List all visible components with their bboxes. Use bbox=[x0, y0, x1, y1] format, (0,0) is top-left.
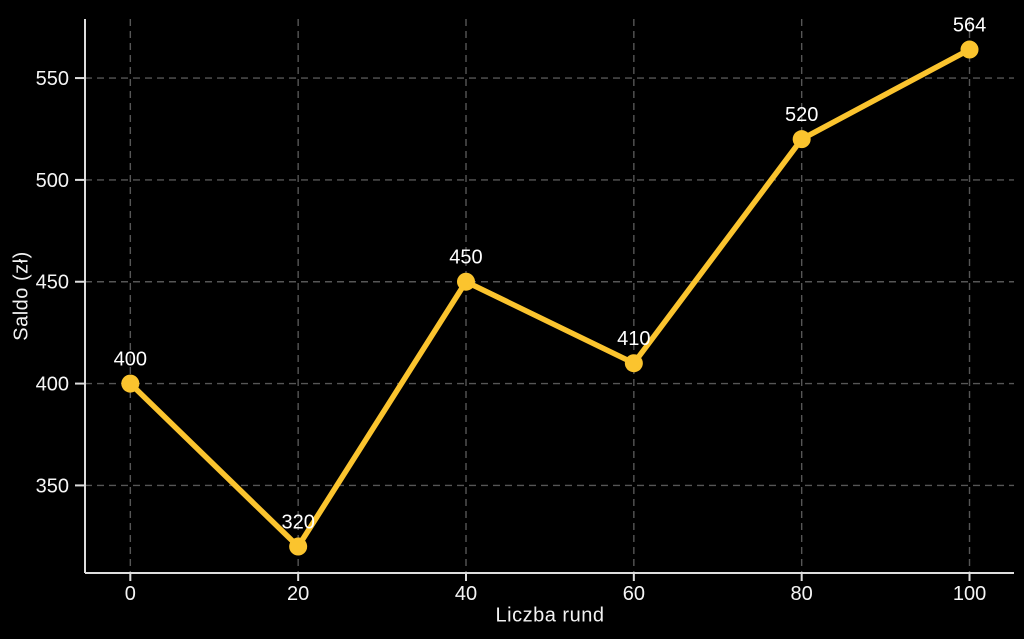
data-point-60 bbox=[624, 354, 643, 373]
y-tick-label-450: 450 bbox=[36, 272, 69, 294]
y-tick-label-350: 350 bbox=[36, 475, 69, 497]
data-point-label-40: 450 bbox=[449, 247, 482, 269]
data-point-100 bbox=[960, 40, 979, 59]
data-point-80 bbox=[792, 130, 811, 149]
y-axis-title: Saldo (zł) bbox=[10, 251, 33, 341]
x-tick-label-20: 20 bbox=[287, 583, 309, 605]
data-point-label-60: 410 bbox=[617, 328, 650, 350]
y-tick-label-400: 400 bbox=[36, 374, 69, 396]
x-tick-label-40: 40 bbox=[455, 583, 477, 605]
series-line bbox=[127, 46, 973, 550]
data-point-label-20: 320 bbox=[281, 512, 314, 534]
x-axis-title: Liczba rund bbox=[495, 604, 605, 627]
y-tick-label-550: 550 bbox=[36, 68, 69, 90]
data-point-label-80: 520 bbox=[785, 104, 818, 126]
y-tick-label-500: 500 bbox=[36, 170, 69, 192]
data-point-label-0: 400 bbox=[114, 349, 147, 371]
data-point-0 bbox=[121, 374, 140, 393]
data-point-20 bbox=[289, 537, 308, 556]
data-point-label-100: 564 bbox=[953, 15, 986, 37]
data-point-40 bbox=[456, 272, 475, 291]
x-tick-label-100: 100 bbox=[953, 583, 986, 605]
x-tick-label-60: 60 bbox=[623, 583, 645, 605]
x-tick-label-80: 80 bbox=[791, 583, 813, 605]
x-tick-label-0: 0 bbox=[125, 583, 136, 605]
